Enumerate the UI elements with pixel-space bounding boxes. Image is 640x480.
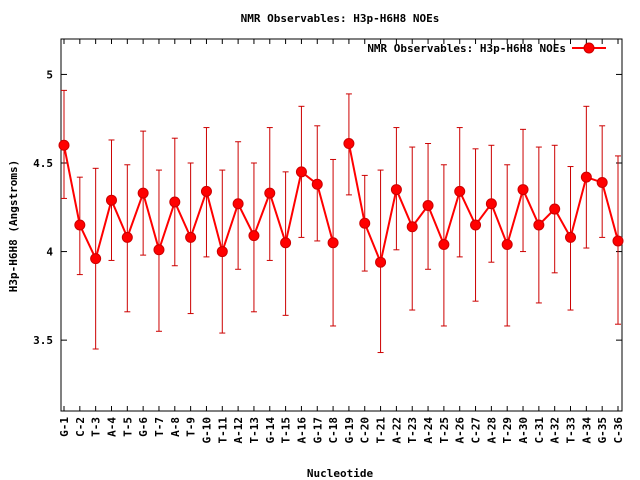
x-tick-label: T-29	[501, 417, 514, 444]
x-tick-label: A-32	[549, 417, 562, 444]
series-lines	[63, 143, 619, 266]
x-tick-label: T-21	[375, 417, 388, 444]
x-tick-label: A-30	[517, 417, 530, 444]
x-tick-label: C-20	[359, 417, 372, 444]
y-axis-label: H3p-H6H8 (Angstroms)	[7, 160, 20, 292]
x-tick-label: G-1	[58, 417, 71, 437]
x-tick-label: A-28	[485, 417, 498, 444]
x-tick-label: G-14	[264, 417, 277, 444]
x-tick-label: A-4	[105, 417, 118, 437]
data-point	[295, 166, 307, 178]
plot-frame	[60, 38, 623, 412]
x-tick-label: A-12	[232, 417, 245, 444]
data-point	[216, 246, 228, 258]
data-point	[137, 187, 149, 199]
x-tick-label: C-2	[74, 417, 87, 437]
data-point	[105, 194, 117, 206]
x-tick-label: T-25	[438, 417, 451, 444]
x-tick-label: T-13	[248, 417, 261, 444]
data-point	[501, 238, 513, 250]
x-tick-label: T-3	[90, 417, 103, 437]
series-points	[58, 138, 624, 268]
legend: NMR Observables: H3p-H6H8 NOEs	[367, 42, 606, 55]
data-point	[390, 184, 402, 196]
data-point	[470, 219, 482, 231]
x-tick-label: T-5	[121, 417, 134, 437]
data-point	[580, 171, 592, 183]
data-point	[549, 203, 561, 215]
x-tick-label: T-11	[216, 417, 229, 444]
data-point	[248, 230, 260, 242]
data-point	[422, 200, 434, 212]
data-point	[343, 138, 355, 150]
x-tick-label: A-8	[169, 417, 182, 437]
x-tick-label: G-19	[343, 417, 356, 444]
data-point	[74, 219, 86, 231]
x-tick-label: A-34	[580, 417, 593, 444]
x-tick-label: A-22	[390, 417, 403, 444]
x-tick-label: T-7	[153, 417, 166, 437]
y-tick-label: 4.5	[33, 157, 53, 170]
data-point	[185, 231, 197, 243]
y-axis: 3.5 4 4.5 5	[33, 68, 622, 347]
legend-marker	[583, 42, 595, 54]
data-point	[533, 219, 545, 231]
x-tick-label: T-23	[406, 417, 419, 444]
data-point	[280, 237, 292, 249]
data-point	[121, 231, 133, 243]
data-point	[232, 198, 244, 210]
series-line	[347, 143, 619, 266]
data-point	[517, 184, 529, 196]
x-tick-label: C-18	[327, 417, 340, 444]
x-tick-label: T-33	[565, 417, 578, 444]
y-tick-label: 3.5	[33, 334, 53, 347]
data-point	[485, 198, 497, 210]
x-tick-label: G-35	[596, 417, 609, 444]
data-point	[264, 187, 276, 199]
x-tick-label: G-6	[137, 417, 150, 437]
data-point	[454, 185, 466, 197]
x-axis: G-1 C-2 T-3 A-4 T-5 G-6 T-7 A-8 T-9 G-10 T-11 A-12 T…	[58, 39, 625, 444]
x-tick-label: C-36	[612, 417, 625, 444]
x-tick-label: A-16	[295, 417, 308, 444]
data-point	[438, 238, 450, 250]
data-point	[169, 196, 181, 208]
data-point	[153, 244, 165, 256]
x-tick-label: C-27	[470, 417, 483, 444]
data-point	[90, 253, 102, 265]
legend-label: NMR Observables: H3p-H6H8 NOEs	[367, 42, 566, 55]
data-point	[565, 231, 577, 243]
data-point	[596, 176, 608, 188]
data-point	[311, 178, 323, 190]
data-point	[200, 185, 212, 197]
data-point	[406, 221, 418, 233]
x-tick-label: C-31	[533, 417, 546, 444]
data-point	[375, 256, 387, 268]
data-point	[359, 217, 371, 229]
x-tick-label: T-9	[185, 417, 198, 437]
x-tick-label: G-10	[200, 417, 213, 444]
x-tick-label: G-17	[311, 417, 324, 444]
x-tick-label: A-26	[454, 417, 467, 444]
series-line	[63, 145, 335, 262]
x-tick-label: T-15	[280, 417, 293, 444]
y-tick-label: 5	[46, 68, 53, 81]
x-tick-label: A-24	[422, 417, 435, 444]
data-point	[327, 237, 339, 249]
y-tick-label: 4	[46, 246, 53, 259]
x-axis-label: Nucleotide	[307, 467, 374, 480]
data-point	[58, 139, 70, 151]
chart-title: NMR Observables: H3p-H6H8 NOEs	[241, 12, 440, 25]
data-point	[612, 235, 624, 247]
